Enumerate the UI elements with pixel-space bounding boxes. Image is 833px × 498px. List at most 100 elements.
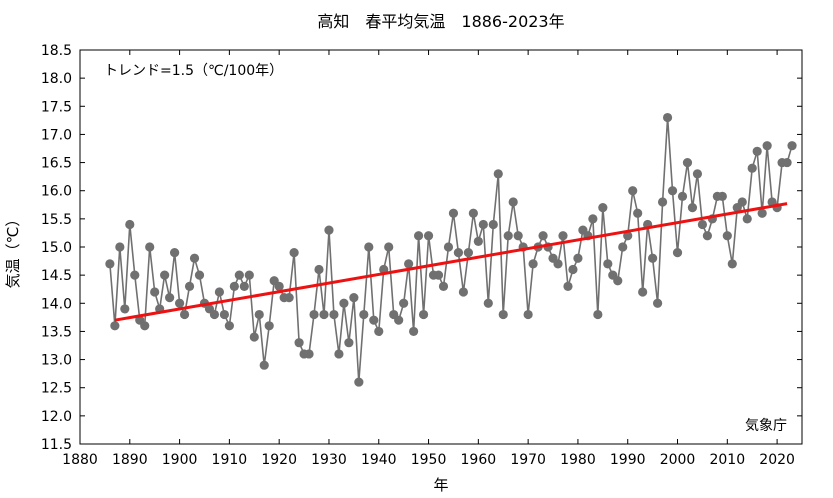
data-point [687, 203, 698, 213]
data-point [433, 270, 444, 280]
data-point [359, 309, 369, 320]
data-point [364, 242, 374, 252]
data-point [762, 141, 772, 151]
data-point [513, 231, 523, 241]
data-point [523, 309, 533, 320]
data-point [259, 360, 269, 370]
data-point [653, 298, 663, 308]
data-point [145, 242, 155, 252]
data-point [528, 259, 538, 269]
trend-layer [114, 202, 788, 322]
plot-frame [79, 49, 803, 445]
data-point [399, 298, 409, 308]
data-point [120, 304, 130, 314]
data-point [224, 321, 234, 331]
x-tick-label: 1910 [212, 452, 248, 468]
data-point [677, 191, 688, 201]
data-point [727, 259, 737, 269]
data-point [623, 231, 633, 241]
data-point [304, 349, 314, 359]
data-point [170, 248, 180, 258]
data-point [115, 242, 125, 252]
data-point [264, 321, 274, 331]
x-tick-label: 1950 [411, 452, 447, 468]
series-layer [105, 112, 797, 387]
y-tick-label: 12.0 [41, 409, 72, 425]
data-point [638, 287, 648, 297]
y-tick-label: 16.0 [41, 184, 72, 200]
data-point [394, 315, 404, 325]
x-tick-label: 2010 [709, 452, 745, 468]
data-point [105, 259, 115, 269]
data-point [657, 197, 668, 207]
data-point [558, 231, 568, 241]
data-point [130, 270, 140, 280]
data-point [229, 281, 239, 291]
x-tick-label: 1980 [560, 452, 596, 468]
x-axis: 1880 1890 1900 1910 1920 1930 1940 1950 1960 1970… [62, 50, 795, 468]
data-point [214, 287, 225, 297]
data-point [219, 309, 229, 320]
x-tick-label: 1990 [610, 452, 646, 468]
data-point [662, 112, 673, 123]
x-tick-label: 1890 [112, 452, 148, 468]
data-point [344, 338, 354, 348]
data-point [752, 146, 762, 156]
data-point [598, 203, 608, 213]
data-point [648, 253, 658, 263]
x-axis-label: 年 [433, 476, 448, 494]
data-point [478, 219, 488, 230]
data-point [503, 231, 513, 241]
data-point [294, 338, 304, 348]
data-point [667, 186, 678, 196]
data-point [488, 219, 498, 230]
data-point [274, 281, 284, 291]
data-point [672, 248, 683, 258]
data-point [588, 214, 598, 224]
data-point [438, 281, 449, 291]
y-tick-label: 16.5 [41, 156, 72, 172]
y-tick-label: 11.5 [41, 437, 72, 453]
data-point [209, 309, 220, 320]
data-point [573, 253, 583, 263]
data-point [244, 270, 254, 280]
data-point [140, 321, 150, 331]
data-point [618, 242, 628, 252]
data-point [747, 163, 757, 173]
data-point [349, 293, 359, 303]
data-point [369, 315, 379, 325]
data-point [463, 248, 473, 258]
data-point [458, 287, 469, 297]
data-point [483, 298, 493, 308]
data-point [418, 309, 429, 320]
y-tick-label: 18.0 [41, 71, 72, 87]
x-tick-label: 1970 [510, 452, 546, 468]
data-point [179, 309, 190, 320]
data-point [613, 276, 623, 286]
data-point [787, 141, 797, 151]
data-point [628, 186, 638, 196]
data-point [409, 326, 419, 337]
data-point [568, 264, 578, 275]
y-tick-label: 17.0 [41, 127, 72, 143]
data-point [160, 270, 170, 280]
data-point [473, 236, 483, 246]
data-point [443, 242, 454, 252]
data-point [184, 281, 195, 291]
y-tick-label: 15.5 [41, 212, 72, 228]
data-point [682, 157, 693, 168]
data-point [413, 231, 424, 241]
data-point [448, 208, 459, 218]
data-point [423, 231, 434, 241]
x-tick-label: 1900 [162, 452, 198, 468]
data-point [453, 248, 464, 258]
data-point [254, 309, 264, 320]
data-point [782, 157, 792, 168]
data-point [722, 231, 732, 241]
x-tick-label: 2000 [660, 452, 696, 468]
data-point [374, 326, 384, 337]
data-point [110, 321, 120, 331]
data-point [633, 208, 643, 218]
y-tick-label: 13.5 [41, 324, 72, 340]
data-point [404, 259, 414, 269]
